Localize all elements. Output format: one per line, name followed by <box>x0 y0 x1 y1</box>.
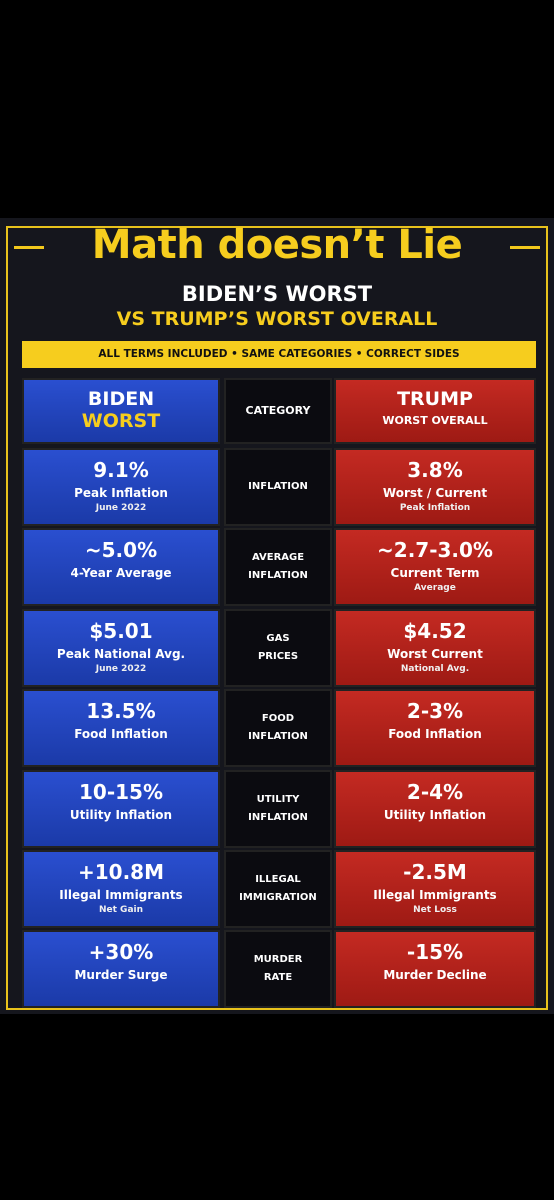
label: Peak National Avg. <box>56 646 186 661</box>
biden-header: BIDEN WORST <box>22 378 220 444</box>
value: 9.1% <box>93 458 149 482</box>
category-line: INFLATION <box>248 811 308 823</box>
category-line: INFLATION <box>248 570 308 582</box>
title-rule <box>510 246 540 249</box>
trump-cell: 3.8% Worst / Current Peak Inflation <box>334 448 536 526</box>
value: 10-15% <box>78 779 163 804</box>
value: 3.8% <box>407 458 463 482</box>
category-cell: MURDER RATE <box>224 930 332 1009</box>
value: ~2.7-3.0% <box>377 538 493 563</box>
value: 13.5% <box>86 699 156 724</box>
biden-cell: $5.01 Peak National Avg. June 2022 <box>22 608 220 687</box>
value: $4.52 <box>403 618 467 643</box>
value: 2-4% <box>406 779 464 804</box>
title-rule <box>14 246 44 249</box>
label: Current Term <box>390 566 480 581</box>
label: Worst Current <box>387 646 483 661</box>
banner: ALL TERMS INCLUDED • SAME CATEGORIES • C… <box>22 341 536 368</box>
trump-cell: -15% Murder Decline <box>334 930 536 1009</box>
note: June 2022 <box>95 663 147 674</box>
note: National Avg. <box>400 663 470 674</box>
biden-sub: WORST <box>81 410 161 432</box>
category-header: CATEGORY <box>224 378 332 444</box>
trump-cell: 2-3% Food Inflation <box>334 689 536 768</box>
biden-cell: +10.8M Illegal Immigrants Net Gain <box>22 850 220 928</box>
trump-name: TRUMP <box>397 388 473 410</box>
trump-cell: -2.5M Illegal Immigrants Net Loss <box>334 850 536 928</box>
category-line: GAS <box>266 632 290 644</box>
biden-cell: ~5.0% 4-Year Average <box>22 528 220 607</box>
note: June 2022 <box>95 503 147 513</box>
value: ~5.0% <box>84 538 158 563</box>
category-line: PRICES <box>257 650 299 662</box>
label: Utility Inflation <box>69 807 173 822</box>
label: Worst / Current <box>382 486 488 500</box>
category-line: INFLATION <box>248 481 308 492</box>
biden-cell: 10-15% Utility Inflation <box>22 769 220 848</box>
category-line: IMMIGRATION <box>239 892 317 903</box>
category-line: RATE <box>263 972 293 984</box>
category-line: INFLATION <box>248 731 308 743</box>
trump-cell: $4.52 Worst Current National Avg. <box>334 608 536 687</box>
trump-cell: ~2.7-3.0% Current Term Average <box>334 528 536 607</box>
note: Peak Inflation <box>399 503 471 513</box>
label: Peak Inflation <box>74 486 168 500</box>
label: Utility Inflation <box>383 807 487 822</box>
biden-cell: +30% Murder Surge <box>22 930 220 1009</box>
category-line: UTILITY <box>256 793 300 805</box>
category-cell: INFLATION <box>224 448 332 526</box>
note: Average <box>414 583 456 594</box>
trump-sub: WORST OVERALL <box>382 414 488 427</box>
category-cell: ILLEGAL IMMIGRATION <box>224 850 332 928</box>
biden-cell: 13.5% Food Inflation <box>22 689 220 768</box>
subtitle: VS TRUMP’S WORST OVERALL <box>116 308 438 330</box>
poster-frame <box>6 226 548 1010</box>
trump-cell: 2-4% Utility Inflation <box>334 769 536 848</box>
category-cell: UTILITY INFLATION <box>224 769 332 848</box>
label: Illegal Immigrants <box>373 888 497 902</box>
biden-cell: 9.1% Peak Inflation June 2022 <box>22 448 220 526</box>
category-line: FOOD <box>261 713 295 725</box>
category-cell: AVERAGE INFLATION <box>224 528 332 607</box>
category-cell: GAS PRICES <box>224 608 332 687</box>
note: Net Gain <box>98 905 144 915</box>
label: Murder Decline <box>383 968 487 983</box>
value: -15% <box>406 940 464 965</box>
subtitle: BIDEN’S WORST <box>181 282 373 306</box>
category-cell: FOOD INFLATION <box>224 689 332 768</box>
value: $5.01 <box>89 618 153 643</box>
trump-header: TRUMP WORST OVERALL <box>334 378 536 444</box>
category-line: MURDER <box>253 954 303 966</box>
label: Illegal Immigrants <box>59 888 183 902</box>
value: +10.8M <box>77 860 164 884</box>
value: -2.5M <box>403 860 467 884</box>
label: 4-Year Average <box>70 566 172 581</box>
value: +30% <box>88 940 154 965</box>
note: Net Loss <box>413 905 457 915</box>
category-line: AVERAGE <box>251 552 305 564</box>
label: Food Inflation <box>74 727 168 742</box>
label: Food Inflation <box>388 727 482 742</box>
title: Math doesn’t Lie <box>91 222 463 268</box>
category-line: ILLEGAL <box>255 874 301 885</box>
biden-name: BIDEN <box>87 388 155 410</box>
label: Murder Surge <box>74 968 168 983</box>
value: 2-3% <box>406 699 464 724</box>
